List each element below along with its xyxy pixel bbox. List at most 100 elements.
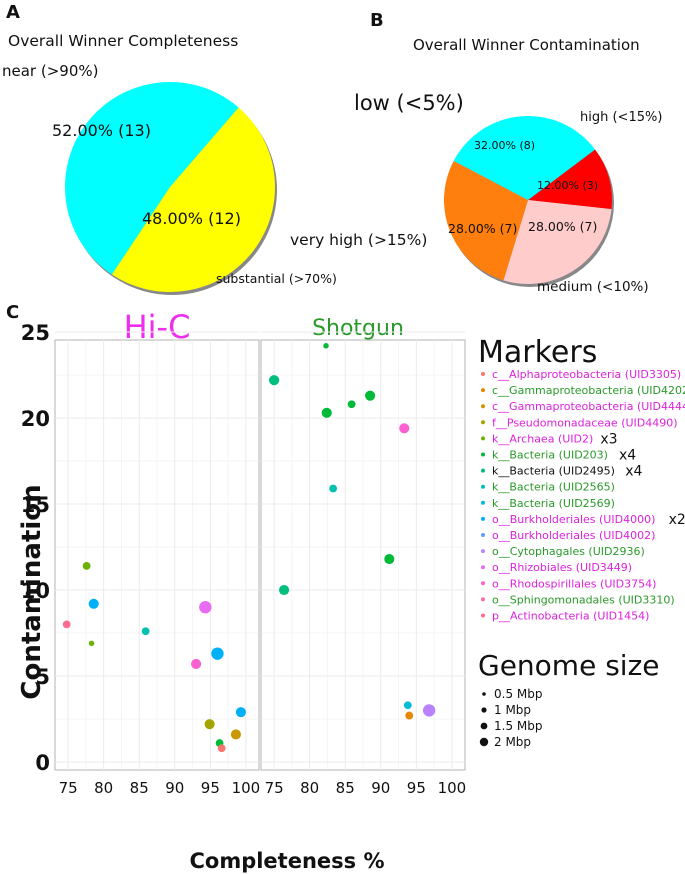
- size-legend-label: 1.5 Mbp: [494, 719, 543, 733]
- legend-label: k__Bacteria (UID2565): [492, 481, 615, 494]
- size-legend-dot: [480, 722, 488, 730]
- legend-swatch: [481, 452, 485, 457]
- x-tick-label: 85: [336, 779, 355, 797]
- x-tick-label: 95: [407, 779, 426, 797]
- facet-panel-hic: [54, 331, 260, 771]
- legend-swatch: [481, 468, 485, 473]
- legend-swatch: [481, 581, 485, 586]
- legend-label: f__Pseudomonadaceae (UID4490): [492, 416, 678, 429]
- pie-b: 32.00% (8) 12.00% (3) 28.00% (7) 28.00% …: [290, 91, 662, 295]
- pie-b-label-high: high (<15%): [580, 110, 662, 125]
- y-tick-label: 0: [35, 751, 50, 775]
- size-legend-title: Genome size: [478, 649, 660, 682]
- size-legend-label: 0.5 Mbp: [494, 687, 543, 701]
- pie-b-label-medium: medium (<10%): [537, 279, 649, 295]
- x-axis-label: Completeness %: [189, 849, 384, 873]
- x-tick-label: 85: [130, 779, 149, 797]
- scatter-point: [211, 647, 224, 660]
- y-axis-ticks: 0 5 10 15 20 25: [21, 321, 50, 775]
- facet-title-shotgun: Shotgun: [312, 316, 404, 341]
- scatter-point: [62, 620, 71, 629]
- pie-a-label-near: near (>90%): [2, 62, 98, 80]
- y-tick-label: 20: [21, 407, 50, 431]
- x-tick-label: 75: [265, 779, 284, 797]
- size-legend-label: 2 Mbp: [494, 735, 531, 749]
- pie-a: 52.00% (13) 48.00% (12) near (>90%) subs…: [2, 62, 337, 295]
- panel-letter-b: B: [370, 10, 384, 31]
- size-legend-dot: [481, 707, 487, 713]
- legend-swatch: [481, 500, 485, 505]
- legend-label: o__Burkholderiales (UID4002): [492, 529, 655, 542]
- legend-label: o__Rhodospirillales (UID3754): [492, 577, 656, 590]
- legend-label: k__Bacteria (UID2495): [492, 465, 615, 478]
- scatter-point: [230, 729, 241, 740]
- legend-label: o__Cytophagales (UID2936): [492, 545, 645, 558]
- scatter-point: [405, 711, 414, 720]
- x-tick-label: 90: [165, 779, 184, 797]
- legend-count: x3: [600, 431, 617, 447]
- size-legend-label: 1 Mbp: [494, 703, 531, 717]
- legend-swatch: [481, 549, 485, 554]
- markers-legend: c__Alphaproteobacteria (UID3305) c__Gamma…: [481, 368, 685, 623]
- scatter-point: [422, 704, 436, 717]
- legend-swatch: [481, 436, 485, 441]
- legend-label: k__Bacteria (UID2569): [492, 497, 615, 510]
- scatter-point: [88, 640, 95, 647]
- pie-a-title: Overall Winner Completeness: [8, 32, 238, 50]
- legend-swatch: [481, 388, 485, 393]
- y-axis-label: Contamination: [17, 484, 47, 699]
- scatter-point: [88, 598, 99, 609]
- legend-swatch: [481, 420, 485, 425]
- scatter-point: [321, 407, 332, 418]
- legend-label: p__Actinobacteria (UID1454): [492, 610, 649, 623]
- y-tick-label: 25: [21, 321, 50, 345]
- scatter-point: [323, 343, 329, 349]
- legend-swatch: [481, 516, 485, 521]
- size-legend-dot: [479, 737, 489, 747]
- legend-swatch: [481, 404, 485, 409]
- y-tick-label: 10: [21, 579, 50, 603]
- scatter-point: [204, 719, 215, 730]
- legend-label: c__Alphaproteobacteria (UID3305): [492, 368, 681, 381]
- pie-a-pct-near: 52.00% (13): [52, 121, 151, 140]
- pie-slice-near-90: [65, 82, 239, 275]
- pie-b-title: Overall Winner Contamination: [413, 36, 640, 54]
- x-tick-label: 100: [438, 779, 467, 797]
- legend-label: o__Rhizobiales (UID3449): [492, 561, 632, 574]
- y-tick-label: 5: [35, 665, 50, 689]
- legend-swatch: [481, 484, 485, 489]
- pie-b-pct-high: 12.00% (3): [537, 179, 598, 192]
- legend-count: x2: [669, 512, 685, 528]
- scatter-point: [235, 707, 246, 718]
- scatter-point: [269, 375, 280, 386]
- pie-b-pct-veryhigh: 28.00% (7): [448, 221, 517, 236]
- scatter-point: [191, 658, 202, 670]
- panel-letter-a: A: [6, 2, 20, 23]
- legend-swatch: [481, 372, 485, 376]
- legend-swatch: [481, 597, 485, 602]
- pie-b-pct-low: 32.00% (8): [474, 139, 535, 152]
- scatter-point: [199, 601, 212, 614]
- pie-b-pct-medium: 28.00% (7): [528, 219, 597, 234]
- legend-label: o__Sphingomonadales (UID3310): [492, 593, 675, 606]
- legend-label: k__Bacteria (UID203): [492, 449, 608, 462]
- pie-slice-very-high-15: [443, 160, 528, 281]
- legend-label: k__Archaea (UID2): [492, 432, 593, 445]
- legend-label: c__Gammaproteobacteria (UID4444): [492, 400, 685, 413]
- x-axis-ticks: 75 80 85 90 95 100 75 80 85 90 95 100: [59, 779, 467, 797]
- pie-a-pct-substantial: 48.00% (12): [142, 209, 241, 228]
- scatter-point: [384, 553, 395, 565]
- pie-slice-substantial-70: [111, 107, 276, 293]
- pie-b-label-veryhigh: very high (>15%): [290, 231, 427, 249]
- y-tick-label: 15: [21, 493, 50, 517]
- legend-swatch: [481, 613, 485, 618]
- scatter-point: [399, 423, 410, 434]
- pie-slice-low-5: [453, 115, 596, 200]
- legend-swatch: [481, 565, 485, 570]
- legend-count: x4: [625, 464, 642, 480]
- pie-slice-high-15: [528, 149, 612, 210]
- scatter-point: [329, 484, 338, 493]
- size-legend: 0.5 Mbp 1 Mbp 1.5 Mbp 2 Mbp: [479, 687, 543, 749]
- pie-b-label-low: low (<5%): [354, 91, 464, 115]
